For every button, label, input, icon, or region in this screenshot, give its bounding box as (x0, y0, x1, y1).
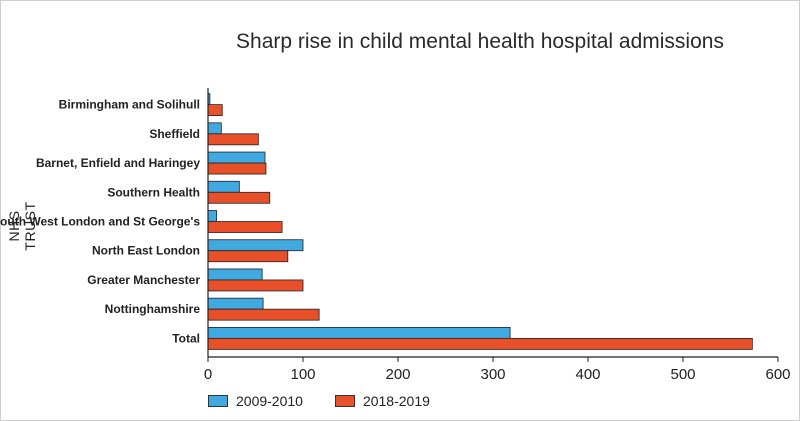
bar-1-3 (207, 151, 266, 164)
bar-2-5 (207, 221, 283, 233)
category-label-1: Birmingham and Solihull (59, 98, 200, 112)
category-label-6: North East London (92, 244, 200, 258)
category-label-9: Total (172, 331, 200, 345)
category-label-3: Barnet, Enfield and Haringey (36, 156, 200, 170)
x-tick-label-3: 200 (385, 366, 410, 383)
bar-2-6 (207, 250, 289, 263)
bar-2-2 (207, 133, 259, 146)
bar-2-1 (207, 104, 223, 117)
x-tick-label-5: 400 (575, 366, 600, 383)
legend-label-series-1: 2009-2010 (236, 393, 303, 409)
category-label-5: South West London and St George's (0, 215, 200, 229)
bar-2-8 (207, 308, 320, 321)
legend-label-series-2: 2018-2019 (362, 393, 430, 409)
bar-2-7 (207, 279, 304, 292)
category-label-7: Greater Manchester (87, 273, 200, 287)
legend-swatch-series-1 (208, 395, 228, 407)
bar-2-9 (207, 337, 753, 350)
chart-title: Sharp rise in child mental health hospit… (236, 30, 724, 53)
x-tick-label-1: 0 (204, 366, 212, 383)
category-label-2: Sheffield (149, 127, 200, 141)
legend-item-series-1: 2009-2010 (208, 393, 303, 409)
bar-1-9 (207, 326, 511, 339)
x-tick-label-2: 100 (290, 366, 315, 383)
category-label-4: Southern Health (107, 185, 200, 199)
legend-swatch-series-2 (334, 395, 355, 407)
bar-1-6 (207, 239, 304, 252)
x-tick-label-4: 300 (480, 366, 505, 383)
legend: 2009-2010 2018-2019 (208, 393, 462, 409)
bar-2-4 (207, 191, 271, 204)
bar-1-2 (207, 122, 222, 135)
category-label-8: Nottinghamshire (105, 302, 201, 316)
x-tick-label-6: 500 (670, 366, 695, 383)
x-tick-label-7: 600 (765, 366, 790, 383)
bar-2-3 (207, 162, 267, 175)
bar-1-7 (207, 268, 263, 281)
bar-1-5 (207, 210, 217, 222)
bar-1-8 (207, 297, 264, 310)
legend-item-series-2: 2018-2019 (334, 393, 430, 409)
bar-1-4 (207, 180, 240, 193)
